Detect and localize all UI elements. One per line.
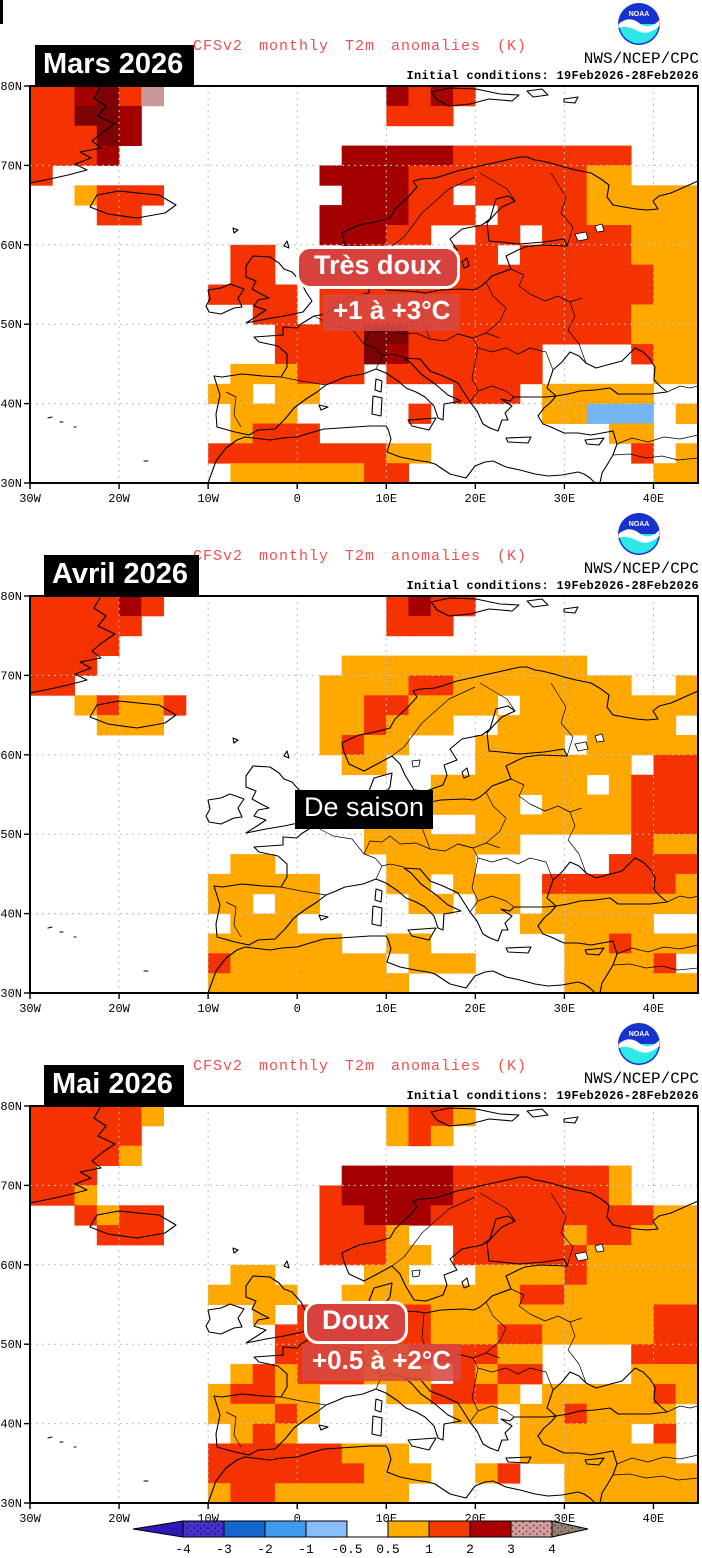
svg-text:30N: 30N [0, 477, 22, 491]
noaa-logo: NOAA [618, 513, 660, 555]
svg-text:40E: 40E [643, 1512, 665, 1526]
svg-text:10E: 10E [375, 1002, 397, 1016]
svg-text:20E: 20E [465, 492, 487, 506]
svg-text:3: 3 [507, 1542, 515, 1557]
svg-text:10W: 10W [197, 492, 219, 506]
initial-conditions: Initial conditions: 19Feb2026-28Feb2026 [406, 1089, 699, 1103]
svg-text:60N: 60N [0, 239, 22, 253]
forecast-panel-mai: CFSv2 monthly T2m anomalies (K) NOAA NWS… [0, 1020, 702, 1530]
svg-text:50N: 50N [0, 1338, 22, 1352]
svg-text:30W: 30W [19, 1002, 41, 1016]
svg-text:70N: 70N [0, 669, 22, 683]
svg-text:4: 4 [548, 1542, 556, 1557]
svg-text:20W: 20W [108, 1512, 130, 1526]
svg-text:20E: 20E [465, 1002, 487, 1016]
svg-text:60N: 60N [0, 749, 22, 763]
svg-text:40E: 40E [643, 1002, 665, 1016]
svg-text:30E: 30E [554, 1002, 576, 1016]
noaa-logo-gull-icon [618, 19, 660, 33]
svg-text:70N: 70N [0, 159, 22, 173]
agency-credit: NWS/NCEP/CPC [583, 560, 699, 578]
initial-conditions: Initial conditions: 19Feb2026-28Feb2026 [406, 69, 699, 83]
svg-text:80N: 80N [0, 590, 22, 604]
svg-text:30N: 30N [0, 987, 22, 1001]
svg-text:10E: 10E [375, 492, 397, 506]
noaa-logo-text: NOAA [629, 1031, 650, 1038]
agency-credit: NWS/NCEP/CPC [583, 1070, 699, 1088]
svg-text:20W: 20W [108, 1002, 130, 1016]
svg-text:-4: -4 [175, 1542, 191, 1557]
svg-text:80N: 80N [0, 80, 22, 94]
svg-text:10W: 10W [197, 1002, 219, 1016]
svg-text:50N: 50N [0, 318, 22, 332]
annotation-box-avril: De saison [295, 790, 434, 829]
month-label-avril: Avril 2026 [44, 555, 199, 595]
svg-text:2: 2 [466, 1542, 474, 1557]
forecast-panel-avril: CFSv2 monthly T2m anomalies (K) NOAA NWS… [0, 510, 702, 1020]
svg-text:-1: -1 [298, 1542, 314, 1557]
svg-text:-2: -2 [257, 1542, 273, 1557]
noaa-logo-text: NOAA [629, 11, 650, 18]
noaa-logo: NOAA [618, 1023, 660, 1065]
svg-text:30W: 30W [19, 492, 41, 506]
chart-title: CFSv2 monthly T2m anomalies (K) [192, 548, 528, 565]
forecast-panel-mars: CFSv2 monthly T2m anomalies (K) NOAA NWS… [0, 0, 702, 510]
annotation-pill-mai: Doux [304, 1301, 408, 1344]
annotation-range-mars: +1 à +3°C [323, 294, 461, 331]
annotation-range-mai: +0.5 à +2°C [302, 1344, 462, 1381]
svg-text:30W: 30W [19, 1512, 41, 1526]
noaa-logo-gull-icon [618, 529, 660, 543]
chart-title: CFSv2 monthly T2m anomalies (K) [192, 38, 528, 55]
noaa-logo-text: NOAA [629, 521, 650, 528]
month-label-mars: Mars 2026 [35, 45, 195, 85]
svg-text:40N: 40N [0, 1418, 22, 1432]
annotation-pill-mars: Très doux [296, 246, 460, 289]
svg-text:60N: 60N [0, 1259, 22, 1273]
svg-text:0: 0 [294, 1512, 301, 1526]
screenshot-edge-artifact [0, 0, 3, 24]
svg-text:80N: 80N [0, 1100, 22, 1114]
anomaly-colorbar: -4 -3 -2 -1 -0.5 0.5 1 2 3 4 [132, 1520, 589, 1557]
svg-text:70N: 70N [0, 1179, 22, 1193]
initial-conditions: Initial conditions: 19Feb2026-28Feb2026 [406, 579, 699, 593]
svg-text:0: 0 [294, 492, 301, 506]
svg-text:-0.5: -0.5 [331, 1542, 362, 1557]
month-label-mai: Mai 2026 [44, 1065, 184, 1105]
svg-text:1: 1 [425, 1542, 433, 1557]
chart-title: CFSv2 monthly T2m anomalies (K) [192, 1058, 528, 1075]
svg-text:40N: 40N [0, 908, 22, 922]
svg-text:30N: 30N [0, 1497, 22, 1511]
svg-text:0: 0 [294, 1002, 301, 1016]
noaa-logo: NOAA [618, 3, 660, 45]
svg-text:40E: 40E [643, 492, 665, 506]
agency-credit: NWS/NCEP/CPC [583, 50, 699, 68]
svg-text:20W: 20W [108, 492, 130, 506]
svg-text:-3: -3 [216, 1542, 232, 1557]
svg-text:0.5: 0.5 [376, 1542, 399, 1557]
svg-text:30E: 30E [554, 492, 576, 506]
svg-text:50N: 50N [0, 828, 22, 842]
svg-text:40N: 40N [0, 398, 22, 412]
noaa-logo-gull-icon [618, 1039, 660, 1053]
